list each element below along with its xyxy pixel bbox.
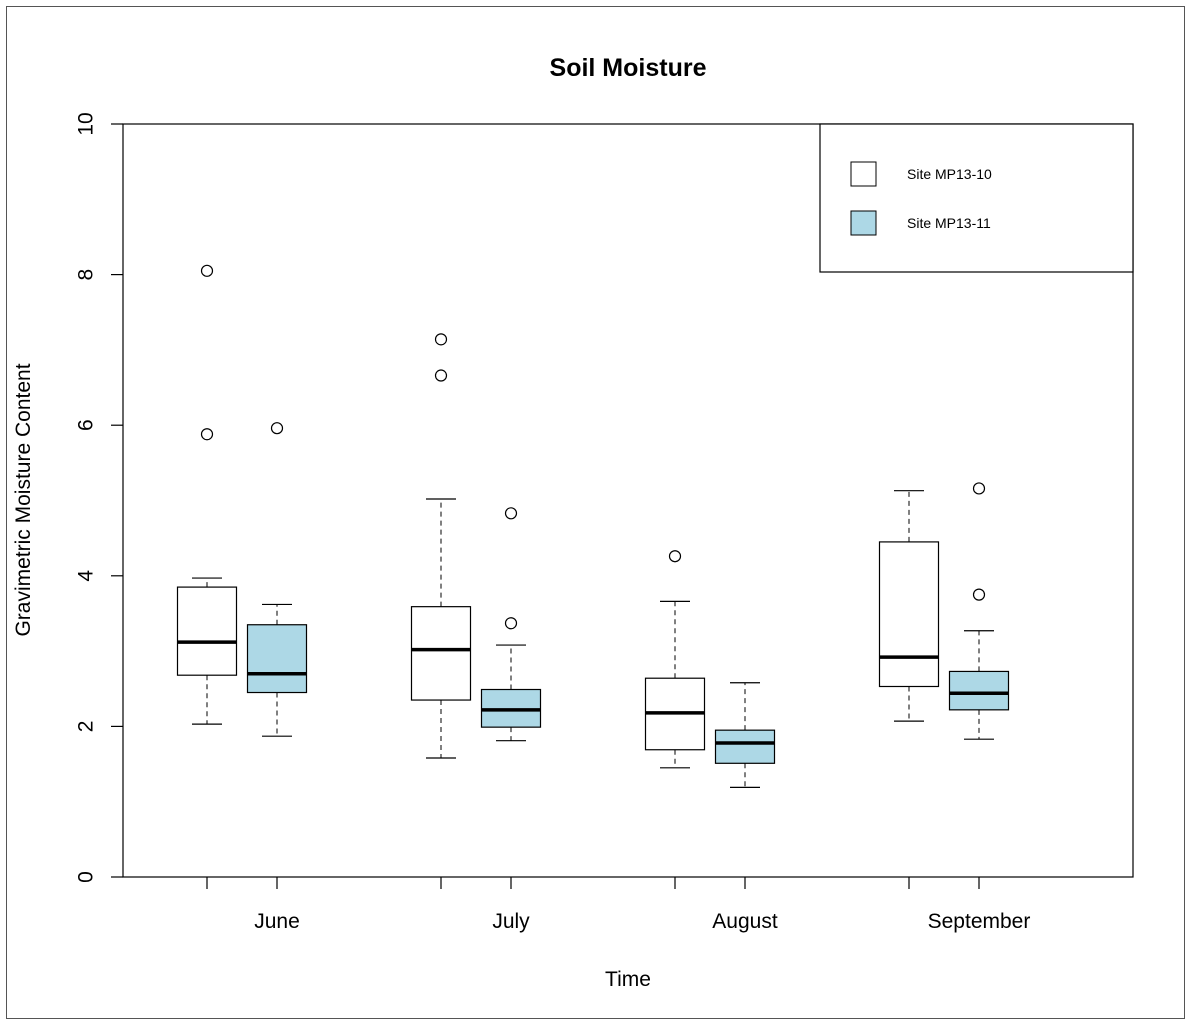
x-tick-label: August xyxy=(712,910,778,933)
box-august-series-1 xyxy=(644,550,706,769)
box-iqr xyxy=(714,729,776,764)
y-tick-label: 8 xyxy=(74,269,97,281)
plot-area: 0 2 4 6 8 10 June July August September xyxy=(74,112,1134,933)
box-iqr xyxy=(246,624,308,694)
y-tick-label: 4 xyxy=(74,570,97,582)
y-axis-label: Gravimetric Moisture Content xyxy=(12,363,35,636)
legend-label: Site MP13-11 xyxy=(907,215,991,231)
legend-frame xyxy=(819,123,1134,273)
outlier-point xyxy=(972,588,986,601)
y-tick-label: 0 xyxy=(74,871,97,883)
chart-title: Soil Moisture xyxy=(550,54,707,82)
box-september-series-1 xyxy=(878,490,940,722)
x-axis-label: Time xyxy=(605,968,651,991)
y-tick-label: 2 xyxy=(74,721,97,733)
x-tick-label: June xyxy=(254,910,300,933)
outlier-point xyxy=(434,333,448,346)
box-iqr xyxy=(948,670,1010,711)
box-july-series-1 xyxy=(410,333,472,759)
y-tick-label: 10 xyxy=(74,112,97,135)
legend-swatch xyxy=(850,210,877,236)
box-iqr xyxy=(176,586,238,676)
box-september-series-2 xyxy=(948,482,1010,740)
x-tick-label: September xyxy=(928,910,1031,933)
legend-swatch xyxy=(850,161,877,187)
outlier-point xyxy=(200,264,214,277)
outlier-point xyxy=(972,482,986,495)
y-tick-label: 6 xyxy=(74,419,97,431)
outlier-point xyxy=(434,369,448,382)
legend: Site MP13-10 Site MP13-11 xyxy=(819,123,1134,273)
box-july-series-2 xyxy=(480,507,542,742)
outlier-point xyxy=(668,550,682,563)
box-iqr xyxy=(878,541,940,688)
box-june-series-1 xyxy=(176,264,238,725)
outlier-point xyxy=(504,617,518,630)
plot-frame xyxy=(122,123,1134,878)
x-tick-label: July xyxy=(492,910,530,933)
box-june-series-2 xyxy=(246,422,308,737)
outlier-point xyxy=(270,422,284,435)
outlier-point xyxy=(504,507,518,520)
box-august-series-2 xyxy=(714,682,776,788)
outlier-point xyxy=(200,428,214,441)
box-iqr xyxy=(410,606,472,701)
legend-label: Site MP13-10 xyxy=(907,166,992,182)
